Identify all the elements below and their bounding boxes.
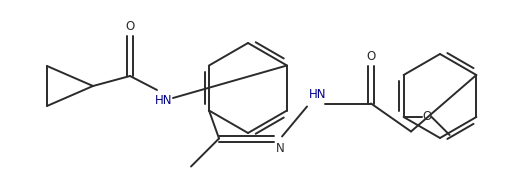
Text: HN: HN bbox=[155, 94, 173, 107]
Text: O: O bbox=[126, 20, 134, 33]
Text: O: O bbox=[367, 49, 376, 62]
Text: N: N bbox=[276, 142, 285, 155]
Text: HN: HN bbox=[309, 88, 327, 101]
Text: O: O bbox=[422, 111, 432, 124]
